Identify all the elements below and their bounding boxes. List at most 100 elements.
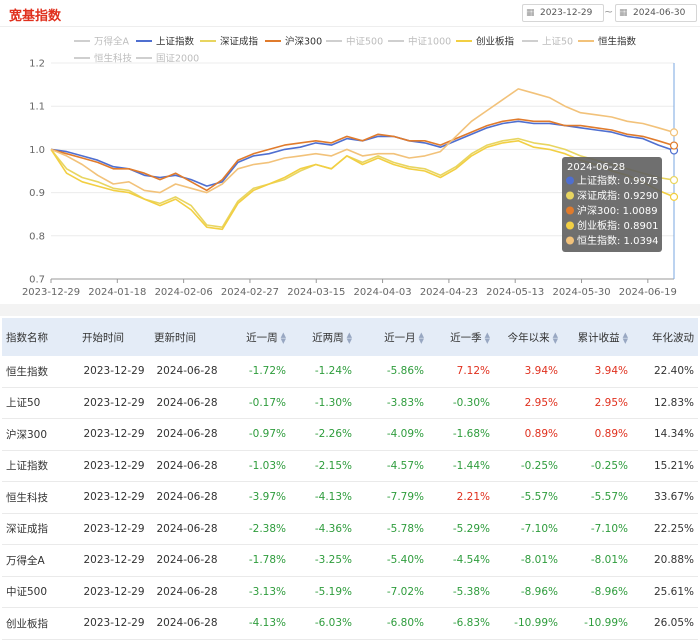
table-cell: -8.01%	[494, 544, 562, 577]
index-name-cell: 中证500	[2, 576, 78, 608]
column-header: 更新时间	[150, 318, 224, 356]
table-row[interactable]: 万得全A 2023-12-29 2024-06-28 -1.78% -3.25% -5.4…	[2, 544, 698, 577]
x-tick-label: 2024-06-19	[619, 287, 677, 298]
date-separator: ~	[604, 5, 614, 18]
legend-item[interactable]: 中证500	[346, 36, 383, 48]
table-cell: -8.01%	[562, 544, 632, 577]
table-cell: 0.89%	[494, 418, 562, 451]
end-date-input[interactable]: ▦ 2024-06-30	[615, 4, 697, 22]
table-cell: 22.40%	[632, 356, 698, 388]
legend-item[interactable]: 深证成指	[220, 36, 259, 48]
start-date-input[interactable]: ▦ 2023-12-29	[522, 4, 604, 22]
x-tick-label: 2024-02-06	[155, 287, 213, 298]
table-row[interactable]: 创业板指 2023-12-29 2024-06-28 -4.13% -6.03% -6.8…	[2, 607, 698, 640]
table-cell: -3.13%	[224, 576, 290, 608]
x-tick-label: 2024-03-15	[287, 287, 345, 298]
legend-item[interactable]: 万得全A	[94, 36, 130, 48]
table-cell: -3.83%	[356, 387, 428, 419]
table-cell: -5.19%	[290, 576, 356, 608]
calendar-icon: ▦	[526, 8, 535, 18]
legend-item[interactable]: 国证2000	[156, 54, 199, 65]
table-cell: 3.94%	[494, 356, 562, 388]
tooltip-date: 2024-06-28	[567, 162, 625, 173]
legend-item[interactable]: 中证1000	[408, 36, 451, 48]
column-header: 年化波动	[632, 318, 698, 356]
table-cell: -6.83%	[428, 607, 494, 640]
tooltip-row: 沪深300: 1.0089	[577, 204, 658, 217]
table-cell: -0.97%	[224, 418, 290, 451]
sort-icon[interactable]: ▲ ▼	[484, 330, 490, 345]
table-cell: 12.83%	[632, 387, 698, 419]
table-row[interactable]: 沪深300 2023-12-29 2024-06-28 -0.97% -2.26% -4.…	[2, 418, 698, 451]
table-cell: -4.13%	[290, 481, 356, 514]
table-cell: 2023-12-29	[78, 450, 150, 482]
table-cell: 2024-06-28	[150, 450, 224, 482]
table-cell: 0.89%	[562, 418, 632, 451]
column-header[interactable]: 今年以来 ▲ ▼	[494, 318, 562, 356]
x-tick-label: 2024-01-18	[88, 287, 146, 298]
index-name-cell: 沪深300	[2, 418, 78, 451]
y-tick-label: 1.0	[29, 145, 45, 156]
table-cell: -2.38%	[224, 513, 290, 545]
sort-icon[interactable]: ▲ ▼	[552, 330, 558, 345]
legend-item[interactable]: 恒生指数	[598, 36, 637, 48]
table-cell: -2.26%	[290, 418, 356, 451]
index-name-cell: 创业板指	[2, 607, 78, 640]
table-cell: 2.95%	[494, 387, 562, 419]
legend-item[interactable]: 沪深300	[285, 36, 322, 48]
sort-icon[interactable]: ▲ ▼	[418, 330, 424, 345]
table-cell: -1.78%	[224, 544, 290, 577]
table-row[interactable]: 深证成指 2023-12-29 2024-06-28 -2.38% -4.36% -5.7…	[2, 513, 698, 545]
table-cell: 2024-06-28	[150, 513, 224, 545]
series-line	[50, 140, 675, 231]
table-row[interactable]: 上证指数 2023-12-29 2024-06-28 -1.03% -2.15% -4.5…	[2, 450, 698, 482]
table-cell: 2023-12-29	[78, 481, 150, 514]
table-cell: 25.61%	[632, 576, 698, 608]
sort-icon[interactable]: ▲ ▼	[622, 330, 628, 345]
table-cell: -1.44%	[428, 450, 494, 482]
table-cell: 33.67%	[632, 481, 698, 514]
table-cell: 2024-06-28	[150, 481, 224, 514]
table-cell: -0.30%	[428, 387, 494, 419]
table-cell: -5.57%	[494, 481, 562, 514]
x-tick-label: 2024-02-27	[221, 287, 279, 298]
column-header-label: 近一季	[450, 331, 482, 344]
table-cell: -2.15%	[290, 450, 356, 482]
start-date-value: 2023-12-29	[540, 8, 593, 18]
column-header[interactable]: 近一周 ▲ ▼	[224, 318, 290, 356]
table-cell: -4.13%	[224, 607, 290, 640]
column-header[interactable]: 近两周 ▲ ▼	[290, 318, 356, 356]
table-cell: -4.09%	[356, 418, 428, 451]
tooltip-dot	[566, 221, 574, 230]
table-cell: -5.86%	[356, 356, 428, 388]
legend-item[interactable]: 上证指数	[156, 36, 195, 48]
legend-item[interactable]: 恒生科技	[94, 53, 133, 65]
legend-item[interactable]: 创业板指	[476, 36, 515, 48]
line-chart: 万得全A 上证指数 深证成指 沪深300 中证500 中证1000 创业板指 上证50 恒生指数…	[22, 36, 679, 298]
table-row[interactable]: 上证50 2023-12-29 2024-06-28 -0.17% -1.30% -3.8…	[2, 387, 698, 419]
table-cell: -10.99%	[562, 607, 632, 640]
table-cell: 2023-12-29	[78, 576, 150, 608]
table-cell: 2023-12-29	[78, 387, 150, 419]
index-name-cell: 恒生指数	[2, 356, 78, 388]
table-cell: -4.54%	[428, 544, 494, 577]
tooltip-dot	[566, 206, 574, 215]
calendar-icon: ▦	[619, 8, 628, 18]
legend-item[interactable]: 上证50	[542, 37, 573, 48]
table-cell: 2023-12-29	[78, 418, 150, 451]
table-row[interactable]: 恒生指数 2023-12-29 2024-06-28 -1.72% -1.24% -5.8…	[2, 356, 698, 388]
column-header: 开始时间	[78, 318, 150, 356]
table-cell: -5.38%	[428, 576, 494, 608]
y-tick-label: 0.9	[29, 188, 45, 199]
table-row[interactable]: 中证500 2023-12-29 2024-06-28 -3.13% -5.19% -7.…	[2, 576, 698, 608]
table-row[interactable]: 恒生科技 2023-12-29 2024-06-28 -3.97% -4.13% -7.7…	[2, 481, 698, 514]
table-cell: 2023-12-29	[78, 513, 150, 545]
sort-icon[interactable]: ▲ ▼	[280, 330, 286, 345]
page-title: 宽基指数	[9, 9, 62, 24]
table-cell: -5.29%	[428, 513, 494, 545]
column-header[interactable]: 近一月 ▲ ▼	[356, 318, 428, 356]
table-cell: -6.03%	[290, 607, 356, 640]
column-header[interactable]: 近一季 ▲ ▼	[428, 318, 494, 356]
sort-icon[interactable]: ▲ ▼	[346, 330, 352, 345]
column-header[interactable]: 累计收益 ▲ ▼	[562, 318, 632, 356]
